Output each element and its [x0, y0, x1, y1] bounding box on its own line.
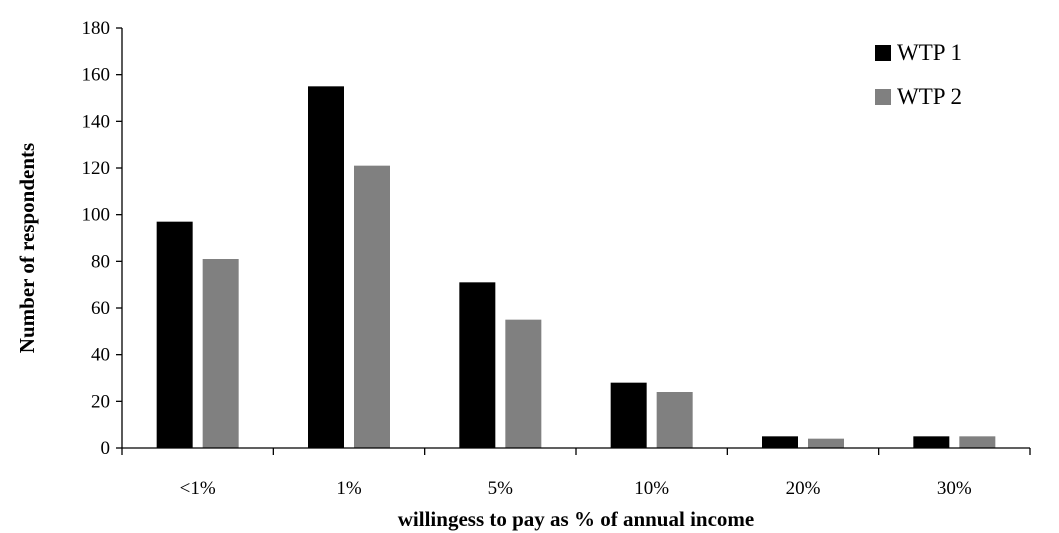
bar-wtp-2: [354, 165, 390, 448]
y-tick-label: 60: [91, 298, 110, 319]
x-tick-label: 10%: [634, 478, 669, 499]
x-tick-label: 5%: [488, 478, 514, 499]
bar-wtp-1: [308, 86, 344, 448]
x-ticks: <1% 1% 5% 10% 20% 30%: [121, 448, 1031, 499]
x-tick-label: <1%: [180, 478, 216, 499]
bar-wtp-1: [156, 221, 193, 448]
y-ticks: 0 20 40 60 80 100 120 140 160 180: [82, 18, 122, 459]
y-tick-label: 40: [91, 345, 110, 366]
y-tick-label: 100: [82, 205, 111, 226]
y-tick-label: 140: [82, 111, 111, 132]
bar-wtp-2: [505, 319, 542, 448]
axes: [121, 28, 1030, 449]
bar-wtp-1: [913, 436, 950, 448]
legend-swatch: [875, 89, 891, 105]
x-tick-label: 1%: [336, 478, 362, 499]
legend: WTP 1 WTP 2: [875, 40, 962, 109]
legend-label: WTP 2: [897, 84, 962, 109]
bar-wtp-1: [459, 282, 496, 448]
bar-wtp-2: [808, 438, 844, 448]
legend-label: WTP 1: [897, 40, 962, 65]
bars: [156, 86, 996, 448]
legend-swatch: [875, 45, 891, 61]
bar-wtp-1: [762, 436, 798, 448]
y-tick-label: 120: [82, 158, 111, 179]
x-axis-title: willingess to pay as % of annual income: [398, 507, 754, 531]
bar-wtp-2: [959, 436, 996, 448]
x-tick-label: 20%: [786, 478, 821, 499]
bar-wtp-1: [610, 382, 647, 448]
y-tick-label: 160: [82, 65, 111, 86]
x-tick-label: 30%: [937, 478, 972, 499]
y-tick-label: 180: [82, 18, 111, 39]
bar-wtp-2: [656, 392, 693, 448]
y-tick-label: 80: [91, 251, 110, 272]
y-axis-title: Number of respondents: [15, 143, 39, 353]
y-tick-label: 20: [91, 391, 110, 412]
bar-wtp-2: [202, 259, 239, 448]
y-tick-label: 0: [101, 438, 111, 459]
